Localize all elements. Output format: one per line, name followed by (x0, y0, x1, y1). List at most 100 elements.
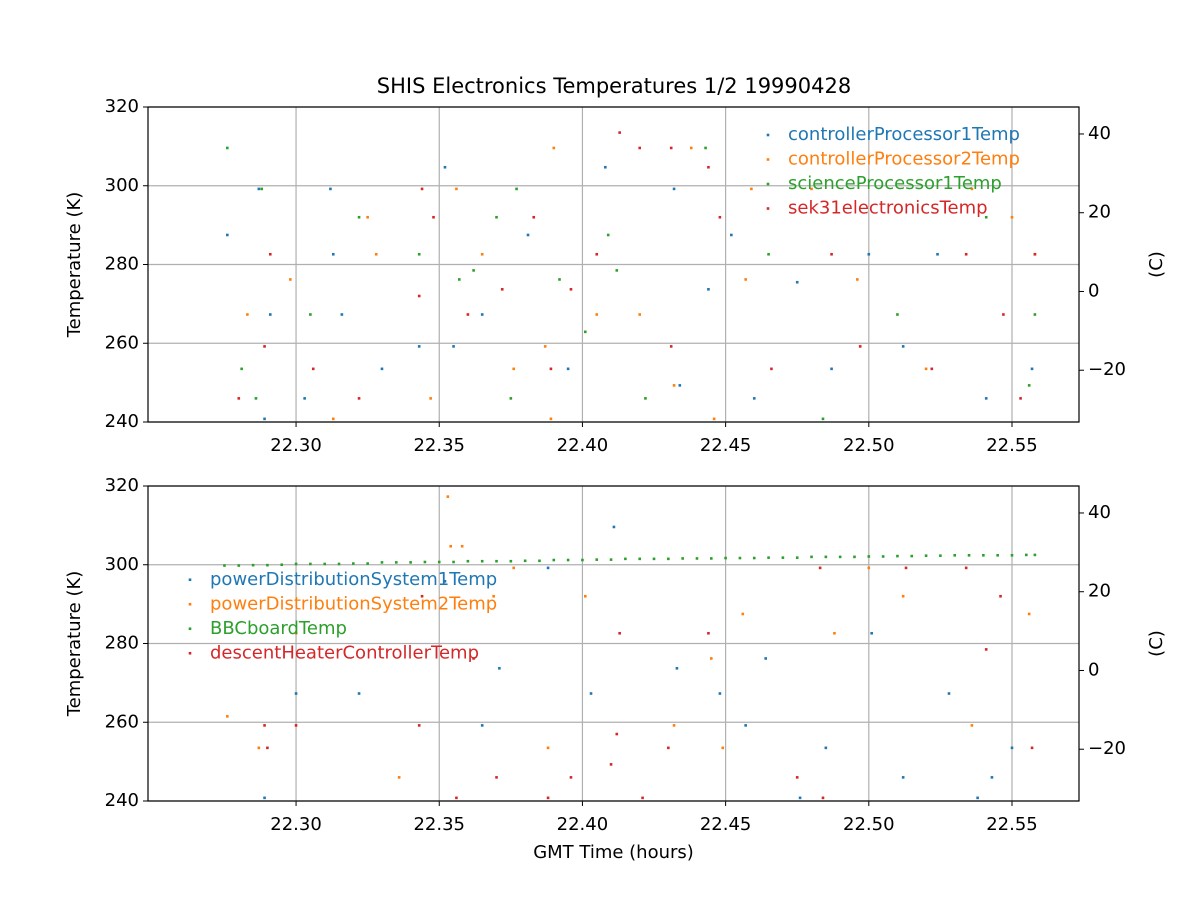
plot-frame (147, 485, 1080, 802)
legend-marker (188, 602, 192, 606)
scatter-point (896, 313, 899, 316)
scatter-point (309, 562, 312, 566)
scatter-point (936, 252, 939, 256)
scatter-point (226, 233, 229, 237)
legend-marker (766, 158, 770, 161)
scatter-point (423, 560, 427, 564)
x-tick-label: 22.50 (843, 814, 895, 835)
scatter-point (724, 556, 727, 560)
scatter-point (858, 345, 862, 348)
scatter-point (678, 384, 682, 387)
scatter-point (466, 559, 470, 563)
scatter-point (795, 280, 799, 284)
scatter-point (709, 657, 713, 660)
y2-axis-label: (C) (1146, 630, 1167, 657)
scatter-point (289, 278, 292, 281)
scatter-point (767, 556, 770, 559)
scatter-point (967, 554, 971, 557)
scatter-point (549, 417, 553, 421)
scatter-point (480, 724, 484, 727)
scatter-point (257, 187, 261, 191)
legend-marker (766, 207, 770, 210)
scatter-point (455, 796, 458, 800)
scatter-point (237, 397, 241, 400)
scatter-point (240, 367, 243, 371)
scatter-point (867, 566, 871, 570)
scatter-point (380, 367, 384, 371)
scatter-point (532, 215, 536, 219)
scatter-point (538, 559, 541, 563)
y-tick-label: 280 (105, 633, 139, 654)
y-axis-label: Temperature (K) (64, 192, 85, 339)
scatter-point (1010, 554, 1014, 557)
scatter-point (595, 252, 599, 256)
scatter-point (417, 294, 421, 298)
legend-label: sek31electronicsTemp (788, 198, 988, 219)
x-tick-label: 22.30 (270, 435, 322, 456)
scatter-point (910, 554, 914, 558)
scatter-point (615, 732, 619, 736)
y-tick-label: 320 (105, 475, 139, 496)
scatter-point (707, 631, 710, 635)
scatter-point (366, 562, 369, 565)
scatter-point (638, 557, 642, 561)
legend-marker (766, 182, 770, 186)
x-tick-label: 22.40 (557, 814, 609, 835)
scatter-point (509, 559, 513, 563)
scatter-point (429, 397, 432, 400)
scatter-point (721, 746, 725, 750)
scatter-point (583, 594, 587, 598)
scatter-point (337, 562, 341, 566)
scatter-point (266, 746, 269, 750)
scatter-point (498, 667, 501, 670)
scatter-point (818, 566, 822, 570)
scatter-point (589, 692, 593, 695)
scatter-point (795, 776, 799, 779)
scatter-point (824, 746, 828, 750)
scatter-point (449, 544, 452, 548)
x-axis-label: GMT Time (hours) (533, 842, 694, 863)
scatter-point (509, 397, 513, 400)
scatter-point (280, 563, 284, 567)
scatter-point (999, 594, 1002, 598)
scatter-point (455, 187, 458, 191)
scatter-point (704, 146, 707, 150)
scatter-point (543, 345, 547, 348)
scatter-point (730, 233, 733, 237)
scatter-point (352, 562, 355, 565)
scatter-point (417, 345, 421, 348)
scatter-point (583, 330, 587, 334)
scatter-point (833, 631, 836, 635)
scatter-point (472, 657, 475, 660)
scatter-point (798, 796, 802, 800)
scatter-point (881, 555, 885, 558)
scatter-point (581, 558, 584, 562)
scatter-point (251, 563, 255, 567)
y-tick-label: 240 (105, 790, 139, 811)
scatter-point (752, 397, 756, 400)
chart-title: SHIS Electronics Temperatures 1/2 199904… (377, 74, 851, 98)
scatter-point (606, 233, 610, 237)
scatter-point (615, 269, 619, 272)
legend-label: controllerProcessor1Temp (788, 124, 1020, 145)
scatter-point (552, 558, 556, 562)
scatter-point (996, 554, 999, 557)
scatter-point (675, 667, 679, 670)
scatter-point (609, 558, 613, 561)
scatter-point (512, 566, 515, 570)
scatter-point (824, 555, 828, 559)
scatter-point (810, 555, 813, 559)
scatter-point (512, 367, 515, 371)
scatter-point (417, 724, 421, 727)
scatter-point (331, 417, 335, 421)
y2-tick-label: 0 (1088, 280, 1099, 301)
y-tick-label: 300 (105, 554, 139, 575)
scatter-point (357, 397, 361, 400)
y-tick-label: 260 (105, 332, 139, 353)
scatter-point (669, 345, 673, 348)
scatter-point (1010, 746, 1014, 750)
scatter-point (569, 288, 573, 291)
scatter-point (964, 566, 968, 570)
scatter-point (417, 252, 421, 256)
scatter-point (901, 594, 905, 598)
